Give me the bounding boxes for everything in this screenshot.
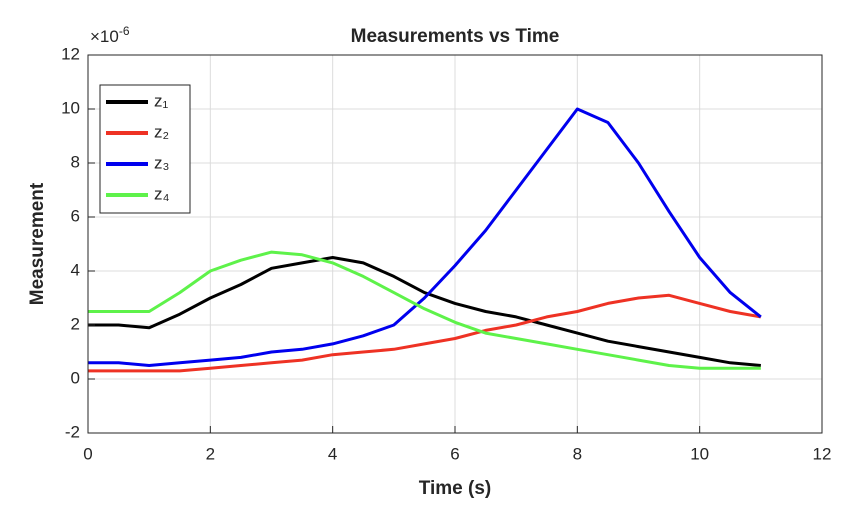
legend-label: z₁ — [154, 91, 169, 110]
x-tick-label: 6 — [450, 444, 459, 463]
y-tick-label: 0 — [71, 368, 80, 387]
y-tick-label: 8 — [71, 152, 80, 171]
x-tick-label: 2 — [206, 444, 215, 463]
legend-label: z₂ — [154, 122, 169, 141]
legend-box — [99, 84, 191, 214]
y-exponent: ×10-6 — [90, 24, 130, 46]
y-tick-label: 12 — [61, 44, 80, 63]
legend-label: z₃ — [154, 153, 169, 172]
y-tick-label: 4 — [71, 260, 80, 279]
legend: z₁ z₂ z₃ z₄ — [99, 84, 191, 214]
series-line — [88, 293, 762, 373]
x-axis-label: Time (s) — [419, 478, 492, 499]
exponent-power: -6 — [119, 24, 130, 38]
legend-label: z₄ — [154, 184, 170, 203]
x-tick-label: 8 — [573, 444, 582, 463]
x-tick-label: 10 — [690, 444, 709, 463]
exponent-base: ×10 — [90, 27, 119, 46]
y-axis-label: Measurement — [27, 182, 48, 305]
x-tick-label: 0 — [83, 444, 92, 463]
chart-title: Measurements vs Time — [351, 26, 560, 47]
y-tick-label: 2 — [71, 314, 80, 333]
x-tick-label: 12 — [813, 444, 832, 463]
series-line — [88, 256, 761, 367]
series-line — [88, 107, 762, 367]
x-tick-label: 4 — [328, 444, 337, 463]
plot-lines — [88, 107, 762, 373]
y-tick-label: 10 — [61, 98, 80, 117]
y-tick-label: -2 — [65, 422, 80, 441]
y-tick-label: 6 — [71, 206, 80, 225]
series-line — [88, 250, 761, 370]
